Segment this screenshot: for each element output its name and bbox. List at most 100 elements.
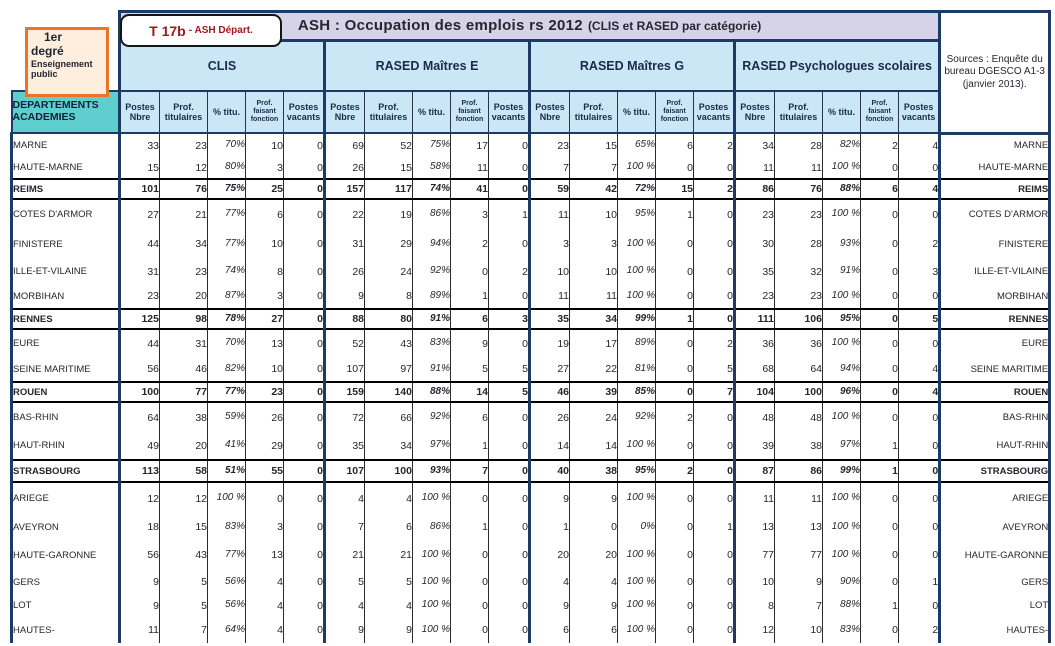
data-cell: 3 [528,229,570,259]
table-row: HAUTE-GARONNE 56 43 77% 13 0 21 21 100 % 0 0 20 20 10… [10,540,1052,570]
data-cell: 0 [693,308,735,330]
column-header: Postes Nbre [118,90,160,134]
data-cell: 7 [693,381,735,403]
data-cell: 48 [774,402,823,432]
data-cell: 29 [364,229,413,259]
data-cell: 19 [528,329,570,357]
data-cell: 4 [364,482,413,514]
data-cell: 0 [897,402,940,432]
data-cell: 10 [528,259,570,284]
column-header: Postes vacants [693,90,735,134]
data-cell: 76 [159,178,208,200]
sources-note: Sources : Enquête du bureau DGESCO A1-3 … [938,10,1052,135]
data-cell: 56 [118,540,160,570]
data-cell: 1 [488,199,530,229]
data-cell: 5 [450,357,489,382]
data-cell: 69 [323,133,365,157]
data-cell: 12 [159,157,208,179]
row-label-right: REIMS [938,178,1052,200]
data-cell: 4 [245,617,284,643]
data-cell: 0 [897,594,940,617]
group-header: RASED Maîtres E [323,39,531,92]
data-cell: 77 [733,540,775,570]
tag-suffix: - ASH Départ. [188,25,253,36]
data-cell: 0 [283,157,325,179]
data-cell: 55 [245,459,284,483]
data-cell: 0 [860,514,899,540]
data-cell: 0 [860,308,899,330]
data-cell: 99% [617,308,656,330]
data-cell: 5 [693,357,735,382]
data-cell: 0 [488,570,530,594]
data-cell: 7 [774,594,823,617]
data-cell: 2 [655,459,694,483]
data-cell: 56 [118,357,160,382]
data-cell: 12 [159,482,208,514]
data-cell: 0 [693,284,735,309]
data-cell: 76 [774,178,823,200]
data-cell: 38 [569,459,618,483]
data-cell: 34 [733,133,775,157]
data-cell: 2 [655,402,694,432]
row-axis-header-line: ACADEMIES [12,111,76,123]
data-cell: 0 [860,259,899,284]
table-row: MARNE 33 23 70% 10 0 69 52 75% 17 0 23 15 65% 6 2 34 28 82… [10,133,1052,157]
row-label: SEINE MARITIME [10,357,120,382]
data-cell: 107 [323,459,365,483]
data-cell: 75% [207,178,246,200]
column-header: Postes vacants [488,90,530,134]
row-label-right: COTES D'ARMOR [938,199,1052,229]
data-cell: 22 [323,199,365,229]
data-cell: 4 [323,482,365,514]
data-cell: 92% [412,402,451,432]
table-row: REIMS 101 76 75% 25 0 157 117 74% 41 0 59 42 72% 15 2 86… [10,178,1052,200]
column-header: Postes Nbre [323,90,365,134]
row-label-right: MARNE [938,133,1052,157]
data-cell: 2 [860,133,899,157]
data-cell: 111 [733,308,775,330]
data-cell: 100 % [822,514,861,540]
data-cell: 0 [860,381,899,403]
data-cell: 43 [364,329,413,357]
data-cell: 3 [245,284,284,309]
data-cell: 0 [655,617,694,643]
row-label-right: ILLE-ET-VILAINE [938,259,1052,284]
data-cell: 0 [655,357,694,382]
data-cell: 10 [569,259,618,284]
data-cell: 3 [245,514,284,540]
badge-line: Enseignement [31,58,93,69]
data-cell: 52 [364,133,413,157]
data-cell: 0 [450,540,489,570]
data-cell: 2 [693,178,735,200]
column-header: Prof. titulaires [569,90,618,134]
data-cell: 15 [159,514,208,540]
data-cell: 42 [569,178,618,200]
data-cell: 7 [569,157,618,179]
data-cell: 3 [569,229,618,259]
data-cell: 23 [159,259,208,284]
table-row: MORBIHAN 23 20 87% 3 0 9 8 89% 1 0 11 11 100 % 0 0 23 23 1… [10,284,1052,309]
data-cell: 6 [450,402,489,432]
data-cell: 0 [283,432,325,460]
data-cell: 0 [655,229,694,259]
data-cell: 82% [822,133,861,157]
data-cell: 83% [207,514,246,540]
data-cell: 0 [283,329,325,357]
row-label: MARNE [10,133,120,157]
data-cell: 68 [733,357,775,382]
data-cell: 10 [774,617,823,643]
data-cell: 0 [488,229,530,259]
data-cell: 104 [733,381,775,403]
data-cell: 97 [364,357,413,382]
data-cell: 0 [897,284,940,309]
table-row: RENNES 125 98 78% 27 0 88 80 91% 6 3 35 34 99% 1 0 111 10… [10,308,1052,330]
table-code-tag: T 17b - ASH Départ. [120,14,282,47]
data-cell: 11 [528,199,570,229]
data-cell: 90% [822,570,861,594]
row-label-right: STRASBOURG [938,459,1052,483]
data-cell: 4 [897,133,940,157]
data-cell: 59 [528,178,570,200]
row-label-right: FINISTERE [938,229,1052,259]
data-cell: 0 [450,259,489,284]
data-cell: 100 % [822,284,861,309]
